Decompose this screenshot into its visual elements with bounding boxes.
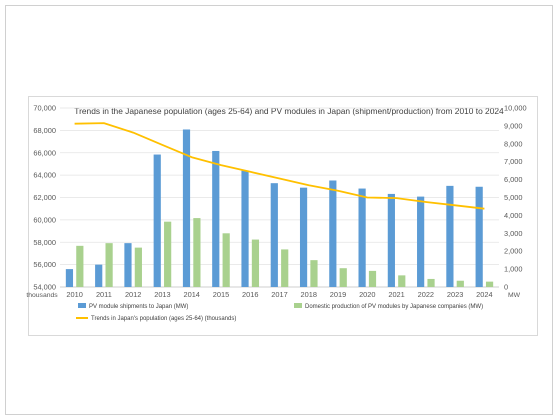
left-tick-label: 68,000 — [33, 126, 56, 135]
population-line — [74, 122, 485, 210]
domestic-production-bar — [398, 275, 406, 287]
x-tick-label: 2021 — [388, 290, 404, 299]
domestic-production-bar — [134, 247, 142, 287]
right-tick-label: 3,000 — [504, 229, 523, 238]
right-tick-label: 0 — [504, 283, 508, 292]
x-tick-label: 2010 — [66, 290, 82, 299]
shipments-bar — [475, 186, 483, 287]
domestic-production-bar — [222, 233, 230, 287]
population-series-line — [74, 122, 485, 210]
legend: PV module shipments to Japan (MW) Domesti… — [76, 303, 483, 322]
bars — [65, 129, 494, 287]
chart-title: Trends in the Japanese population (ages … — [74, 106, 504, 116]
shipments-bar — [358, 188, 366, 287]
right-axis: 0 1,000 2,000 3,000 4,000 5,000 6,000 7,000 8,00… — [504, 104, 527, 292]
left-tick-label: 64,000 — [33, 171, 56, 180]
domestic-production-bar — [193, 218, 201, 287]
legend-label-shipments: PV module shipments to Japan (MW) — [89, 304, 188, 310]
domestic-production-bar — [427, 278, 435, 287]
x-tick-label: 2020 — [359, 290, 375, 299]
right-tick-label: 10,000 — [504, 104, 527, 113]
x-tick-label: 2023 — [447, 290, 463, 299]
shipments-bar — [212, 150, 220, 287]
left-tick-label: 66,000 — [33, 148, 56, 157]
shipments-bar — [270, 183, 278, 287]
domestic-production-bar — [251, 239, 260, 287]
shipments-bar — [182, 129, 191, 287]
shipments-bar — [387, 193, 395, 287]
shipments-bar — [95, 264, 103, 287]
right-tick-label: 2,000 — [504, 247, 523, 256]
x-tick-label: 2017 — [271, 290, 287, 299]
domestic-production-bar — [164, 221, 172, 287]
left-tick-label: 56,000 — [33, 260, 56, 269]
right-tick-label: 1,000 — [504, 265, 523, 274]
domestic-production-bar — [76, 245, 84, 287]
domestic-production-bar — [105, 243, 113, 287]
right-axis-unit: MW — [508, 292, 521, 299]
left-tick-label: 60,000 — [33, 215, 56, 224]
gridlines — [60, 107, 499, 288]
shipments-bar — [329, 180, 337, 287]
shipments-bar — [124, 243, 132, 287]
shipments-bar — [417, 196, 425, 287]
x-tick-label: 2015 — [213, 290, 229, 299]
shipments-bar — [299, 187, 308, 287]
right-tick-label: 7,000 — [504, 157, 523, 166]
x-tick-label: 2022 — [418, 290, 434, 299]
legend-label-domestic-production: Domestic production of PV modules by Jap… — [305, 304, 483, 310]
domestic-production-bar — [368, 270, 377, 287]
x-tick-label: 2014 — [183, 290, 199, 299]
x-tick-label: 2018 — [301, 290, 317, 299]
x-tick-label: 2012 — [125, 290, 141, 299]
left-tick-label: 62,000 — [33, 193, 56, 202]
x-axis: 2010 2011 2012 2013 2014 2015 2016 2017 2018 2019… — [66, 290, 492, 299]
x-tick-label: 2019 — [330, 290, 346, 299]
left-axis-unit: thousands — [26, 292, 58, 299]
x-tick-label: 2013 — [154, 290, 170, 299]
domestic-production-bar — [485, 281, 494, 287]
right-tick-label: 4,000 — [504, 211, 523, 220]
shipments-bar — [153, 154, 161, 287]
right-tick-label: 9,000 — [504, 121, 523, 130]
legend-swatch-domestic-production — [294, 303, 302, 308]
left-tick-label: 70,000 — [33, 104, 56, 113]
legend-swatch-shipments — [78, 303, 86, 308]
right-tick-label: 5,000 — [504, 193, 523, 202]
right-tick-label: 6,000 — [504, 175, 523, 184]
left-tick-label: 58,000 — [33, 238, 56, 247]
domestic-production-bar — [281, 249, 289, 287]
x-tick-label: 2016 — [242, 290, 258, 299]
left-tick-label: 54,000 — [33, 283, 56, 292]
domestic-production-bar — [339, 268, 347, 287]
x-tick-label: 2011 — [96, 290, 112, 299]
domestic-production-bar — [456, 280, 464, 287]
shipments-bar — [241, 170, 249, 287]
shipments-bar — [446, 185, 454, 287]
legend-label-population: Trends in Japan's population (ages 25-64… — [91, 316, 236, 322]
x-tick-label: 2024 — [476, 290, 492, 299]
domestic-production-bar — [310, 260, 318, 287]
left-axis: 54,000 56,000 58,000 60,000 62,000 64,000 66,0… — [33, 104, 56, 292]
right-tick-label: 8,000 — [504, 139, 523, 148]
shipments-bar — [65, 269, 74, 287]
